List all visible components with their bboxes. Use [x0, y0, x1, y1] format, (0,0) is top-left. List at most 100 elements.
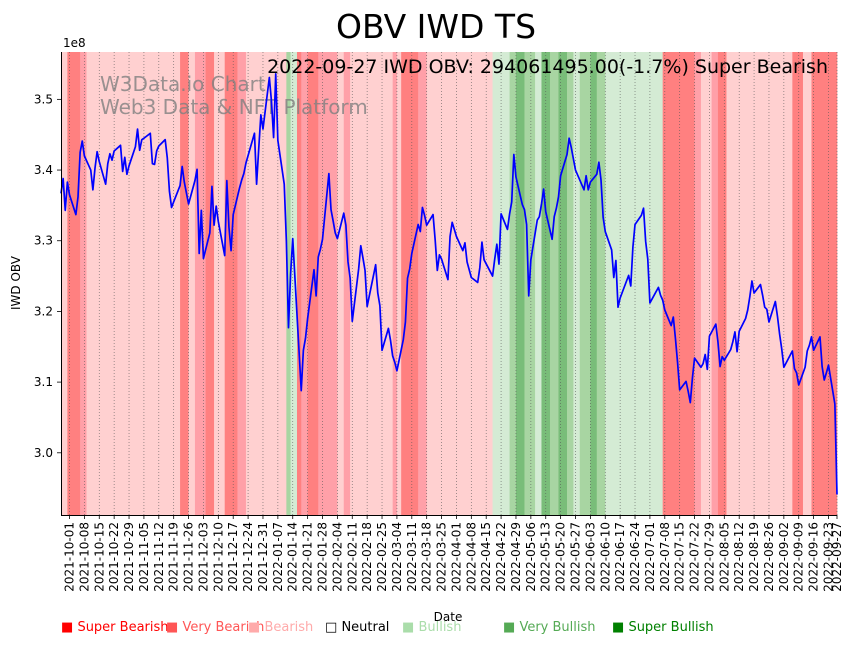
regime-band — [396, 52, 402, 515]
regime-band — [515, 52, 525, 515]
y-offset-text: 1e8 — [63, 36, 86, 50]
x-tick-label: 2021-12-03 — [196, 522, 210, 592]
regime-band — [726, 52, 793, 515]
regime-band — [296, 52, 302, 515]
regime-band — [694, 52, 702, 515]
regime-band — [418, 52, 427, 515]
regime-band — [596, 52, 606, 515]
regime-band — [792, 52, 804, 515]
regime-band — [337, 52, 345, 515]
regime-band — [290, 52, 298, 515]
x-tick-label: 2022-06-17 — [613, 522, 627, 592]
x-tick-label: 2021-10-01 — [63, 522, 77, 592]
legend-swatch: ■ — [402, 620, 415, 635]
x-tick-label: 2022-05-27 — [568, 522, 582, 592]
regime-band — [318, 52, 338, 515]
regime-band — [237, 52, 247, 515]
regime-band — [579, 52, 591, 515]
legend-item-neutral: □ Neutral — [325, 620, 389, 635]
x-tick-label: 2022-04-08 — [464, 522, 478, 592]
x-tick-label: 2022-08-05 — [717, 522, 731, 592]
regime-band — [61, 52, 68, 515]
x-tick-label: 2022-09-02 — [777, 522, 791, 592]
legend-swatch: □ — [325, 620, 338, 635]
legend-label: Neutral — [341, 620, 390, 635]
x-tick-label: 2022-01-21 — [301, 522, 315, 592]
legend-item-very-bullish: ■ Very Bullish — [503, 620, 596, 635]
x-tick-label: 2022-04-29 — [509, 522, 523, 592]
y-tick-label: 3.4 — [34, 163, 53, 177]
regime-band — [67, 52, 81, 515]
vertical-grid — [69, 52, 838, 515]
x-tick-label: 2022-02-25 — [375, 522, 389, 592]
regime-band — [549, 52, 559, 515]
legend-item-super-bullish: ■ Super Bullish — [612, 620, 714, 635]
regime-bands — [61, 52, 838, 515]
x-tick-label: 2022-05-20 — [554, 522, 568, 592]
x-tick-label: 2021-10-29 — [122, 522, 136, 592]
x-axis-label: Date — [434, 610, 463, 624]
x-tick-label: 2022-09-27 — [830, 522, 844, 592]
regime-band — [245, 52, 287, 515]
legend-item-very-bearish: ■ Very Bearish — [166, 620, 264, 635]
regime-band — [605, 52, 663, 515]
watermark: W3Data.io Chart Web3 Data & NFT Platform — [100, 72, 368, 119]
axes — [61, 52, 837, 516]
x-tick-label: 2022-06-24 — [628, 522, 642, 592]
x-tick-label: 2022-09-09 — [792, 522, 806, 592]
legend-label: Bearish — [264, 620, 314, 635]
chart-title: OBV IWD TS — [336, 7, 536, 46]
regime-band — [535, 52, 542, 515]
x-tick-label: 2021-12-17 — [226, 522, 240, 592]
y-ticks: 3.0 3.1 3.2 3.3 3.4 3.5 — [34, 92, 61, 460]
x-tick-label: 2022-03-04 — [390, 522, 404, 592]
regime-band — [509, 52, 517, 515]
x-tick-label: 2022-07-22 — [688, 522, 702, 592]
x-tick-label: 2022-08-26 — [762, 522, 776, 592]
x-tick-label: 2022-07-01 — [643, 522, 657, 592]
regime-band — [717, 52, 727, 515]
x-tick-label: 2022-02-11 — [345, 522, 359, 592]
regime-band — [224, 52, 238, 515]
x-tick-label: 2021-11-19 — [167, 522, 181, 592]
x-tick-label: 2022-08-19 — [747, 522, 761, 592]
legend-swatch: ■ — [166, 620, 179, 635]
regime-band — [392, 52, 398, 515]
legend-label: Super Bullish — [628, 620, 714, 635]
y-tick-label: 3.5 — [34, 92, 53, 106]
y-tick-label: 3.0 — [34, 446, 53, 460]
legend-item-bullish: ■ Bullish — [402, 620, 461, 635]
regime-band — [86, 52, 181, 515]
regime-band — [80, 52, 87, 515]
y-tick-label: 3.3 — [34, 234, 53, 248]
x-tick-label: 2021-10-22 — [107, 522, 121, 592]
regime-band — [811, 52, 838, 515]
regime-band — [802, 52, 812, 515]
legend-swatch: ■ — [248, 620, 261, 635]
legend-swatch: ■ — [503, 620, 516, 635]
x-ticks: 2021-10-01 2021-10-08 2021-10-15 2021-10-22… — [63, 515, 844, 592]
y-tick-label: 3.2 — [34, 304, 53, 318]
legend-label: Bullish — [418, 620, 462, 635]
regime-band — [573, 52, 581, 515]
x-tick-label: 2022-04-01 — [449, 522, 463, 592]
x-tick-label: 2021-11-26 — [182, 522, 196, 592]
x-tick-label: 2022-07-29 — [702, 522, 716, 592]
legend-label: Super Bearish — [77, 620, 169, 635]
regime-band — [426, 52, 493, 515]
regime-band — [700, 52, 712, 515]
regime-legend: ■ Super Bearish ■ Very Bearish ■ Bearish… — [0, 620, 855, 640]
regime-band — [307, 52, 319, 515]
x-tick-label: 2021-11-05 — [137, 522, 151, 592]
regime-band — [566, 52, 574, 515]
x-tick-label: 2021-11-12 — [152, 522, 166, 592]
regime-band — [214, 52, 226, 515]
legend-item-super-bearish: ■ Super Bearish — [61, 620, 169, 635]
legend-label: Very Bullish — [519, 620, 596, 635]
x-tick-label: 2022-03-18 — [420, 522, 434, 592]
x-tick-label: 2022-06-03 — [583, 522, 597, 592]
regime-band — [205, 52, 215, 515]
x-tick-label: 2022-04-15 — [479, 522, 493, 592]
x-tick-label: 2022-05-06 — [524, 522, 538, 592]
